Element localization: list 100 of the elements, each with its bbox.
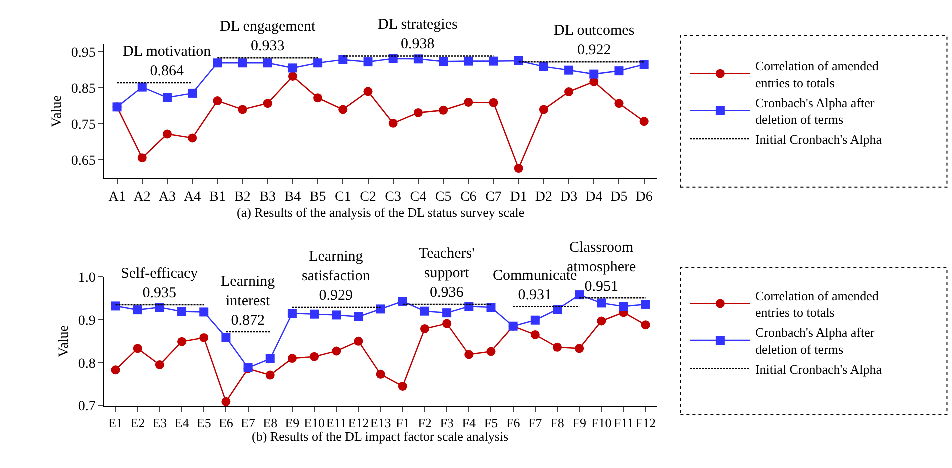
x-tick-label: F12 xyxy=(636,415,656,430)
point xyxy=(111,366,120,375)
point xyxy=(564,66,574,75)
legend-label: Correlation of amended entries to totals xyxy=(755,58,880,90)
text: (a) Results of the analysis of the DL status survey scale xyxy=(237,205,525,220)
point xyxy=(641,300,650,309)
point xyxy=(414,108,423,118)
x-tick-label: B1 xyxy=(209,190,226,206)
point xyxy=(640,60,649,70)
point xyxy=(338,105,348,114)
point xyxy=(640,117,649,126)
point xyxy=(614,99,624,108)
point xyxy=(376,370,386,379)
annotation: DL motivation 0.864 xyxy=(123,44,212,80)
x-tick-label: C6 xyxy=(460,190,477,206)
point xyxy=(354,312,364,322)
annotation: DL engagement 0.933 xyxy=(220,19,316,54)
point xyxy=(464,302,474,312)
point xyxy=(263,99,272,108)
point xyxy=(398,296,408,306)
point xyxy=(314,58,323,68)
x-tick-label: B4 xyxy=(284,190,302,206)
point xyxy=(614,66,624,76)
point xyxy=(514,56,524,66)
x-tick-label: F2 xyxy=(418,415,432,430)
point xyxy=(310,310,320,319)
legend-label: Correlation of amended entries to totals xyxy=(755,288,880,320)
x-tick-label: C5 xyxy=(435,190,452,206)
annotation: Learning interest 0.872 xyxy=(221,274,276,329)
annotation: Teachers' support 0.936 xyxy=(419,246,476,301)
point xyxy=(489,98,498,108)
point xyxy=(364,87,373,96)
x-tick-label: A4 xyxy=(184,190,202,206)
point xyxy=(619,302,628,312)
x-tick-label: E10 xyxy=(304,415,326,430)
legend-label: Cronbach's Alpha after deletion of terms xyxy=(755,325,876,358)
point xyxy=(530,330,540,340)
point xyxy=(314,94,323,103)
point xyxy=(222,333,231,342)
x-tick-label: C3 xyxy=(385,190,402,206)
point xyxy=(155,302,164,312)
point xyxy=(388,118,398,128)
x-tick-label: D5 xyxy=(610,190,628,206)
point xyxy=(486,347,496,356)
point xyxy=(641,320,650,330)
point xyxy=(376,304,386,314)
x-tick-label: F8 xyxy=(550,415,564,430)
point xyxy=(138,154,147,163)
point xyxy=(597,298,606,308)
point xyxy=(332,310,342,320)
annotation: Self-efficacy 0.935 xyxy=(121,266,199,302)
point xyxy=(439,57,448,66)
x-tick-label: C2 xyxy=(360,190,376,206)
point xyxy=(564,88,574,97)
x-tick-label: E4 xyxy=(174,415,190,430)
x-tick-label: D3 xyxy=(560,190,578,206)
point xyxy=(288,64,298,73)
point xyxy=(133,306,142,315)
x-tick-label: F5 xyxy=(484,415,498,430)
y-tick-label: 1.0 xyxy=(78,270,96,286)
x-tick-label: E3 xyxy=(152,415,168,430)
point xyxy=(155,360,164,370)
y-axis-title: Value xyxy=(57,325,72,358)
point xyxy=(263,58,272,68)
point xyxy=(575,344,584,354)
point xyxy=(539,105,548,114)
point xyxy=(486,302,496,312)
point xyxy=(442,319,452,328)
point xyxy=(338,55,348,64)
x-tick-label: E5 xyxy=(196,415,212,430)
x-tick-label: F4 xyxy=(462,415,477,430)
y-tick-label: 0.75 xyxy=(71,118,96,134)
x-tick-label: D6 xyxy=(636,190,653,206)
text: (b) Results of the DL impact factor scale analysis xyxy=(252,429,509,444)
legend-label: Initial Cronbach's Alpha xyxy=(755,132,882,148)
x-tick-label: F1 xyxy=(396,415,410,430)
x-tick-label: C1 xyxy=(334,190,352,206)
x-tick-label: A3 xyxy=(158,190,176,206)
annotation: DL strategies 0.938 xyxy=(378,17,458,52)
point xyxy=(178,307,187,316)
point xyxy=(354,336,364,346)
y-tick-label: 0.95 xyxy=(71,46,96,61)
point xyxy=(188,88,198,98)
point xyxy=(590,70,599,79)
point xyxy=(420,306,430,316)
x-tick-label: E1 xyxy=(108,415,123,430)
x-tick-label: C4 xyxy=(410,190,427,206)
point xyxy=(310,352,320,362)
x-tick-label: B2 xyxy=(234,190,251,206)
x-tick-label: D4 xyxy=(586,190,603,206)
point xyxy=(188,134,198,143)
y-tick-label: 0.7 xyxy=(78,400,96,415)
point xyxy=(266,354,275,364)
point xyxy=(213,96,222,106)
point xyxy=(439,106,448,115)
point xyxy=(364,58,373,67)
x-tick-label: E7 xyxy=(241,415,256,430)
point xyxy=(398,382,408,391)
x-tick-label: F3 xyxy=(440,415,454,430)
x-tick-label: E11 xyxy=(326,415,347,430)
